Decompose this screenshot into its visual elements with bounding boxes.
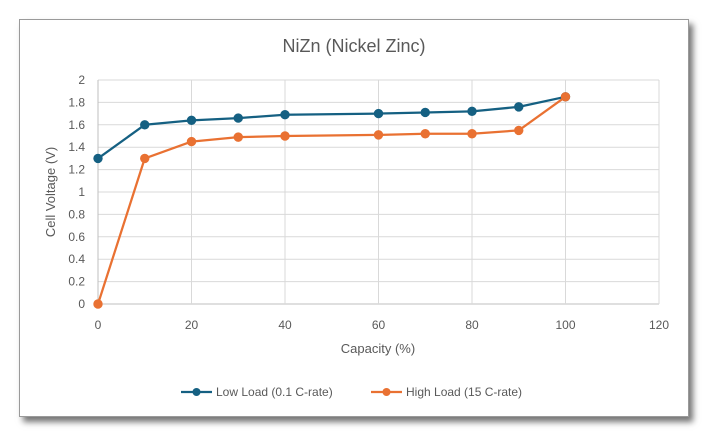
legend-label-low-load: Low Load (0.1 C-rate) [216,385,333,399]
data-point[interactable] [186,136,197,147]
data-point[interactable] [420,107,430,118]
y-tick-label: 1.4 [68,140,85,154]
x-tick-label: 20 [185,318,199,332]
y-tick-label: 0.4 [68,252,85,266]
y-tick-label: 1.8 [68,95,85,109]
data-point[interactable] [560,92,571,102]
x-axis-title: Capacity (%) [341,341,415,356]
x-tick-label: 0 [95,318,102,332]
x-tick-label: 120 [649,318,669,332]
data-point[interactable] [186,115,197,126]
y-tick-label: 2 [78,73,85,87]
data-point[interactable] [373,108,384,119]
x-tick-labels: 0 20 40 60 80 100 120 [95,318,670,332]
data-point[interactable] [140,120,150,130]
x-tick-label: 100 [555,318,575,332]
data-point[interactable] [467,129,477,139]
y-tick-label: 1 [78,185,85,199]
data-point[interactable] [373,130,384,140]
data-point[interactable] [233,113,243,123]
y-tick-label: 0.6 [68,230,85,244]
data-point[interactable] [93,299,103,309]
series-group [93,92,571,309]
data-point[interactable] [140,153,150,164]
series-high-load [93,92,571,309]
legend-item-high-load[interactable]: High Load (15 C-rate) [371,385,522,399]
legend-item-low-load[interactable]: Low Load (0.1 C-rate) [181,385,333,399]
data-point[interactable] [280,110,290,120]
y-tick-label: 0.2 [68,275,85,289]
data-point[interactable] [420,129,430,139]
legend: Low Load (0.1 C-rate) High Load (15 C-ra… [181,385,522,399]
x-tick-label: 40 [278,318,292,332]
data-point[interactable] [514,102,524,112]
chart-title: NiZn (Nickel Zinc) [282,36,425,56]
x-tick-label: 80 [465,318,479,332]
data-point[interactable] [514,125,524,136]
series-line [97,95,566,160]
x-tick-label: 60 [372,318,386,332]
y-tick-labels: 0 0.2 0.4 0.6 0.8 1 1.2 1.4 1.6 1.8 2 [68,73,85,311]
legend-label-high-load: High Load (15 C-rate) [406,385,522,399]
data-point[interactable] [93,153,103,164]
data-point[interactable] [467,106,477,117]
data-point[interactable] [280,131,290,141]
y-tick-label: 1.2 [68,163,85,177]
y-tick-label: 1.6 [68,118,85,132]
chart-card [19,19,689,417]
data-point[interactable] [233,132,243,142]
series-line [96,95,567,305]
y-tick-label: 0 [78,297,85,311]
legend-marker-low-load [192,388,201,396]
y-axis-title: Cell Voltage (V) [43,147,58,237]
y-tick-label: 0.8 [68,207,85,221]
legend-marker-high-load [382,388,391,396]
